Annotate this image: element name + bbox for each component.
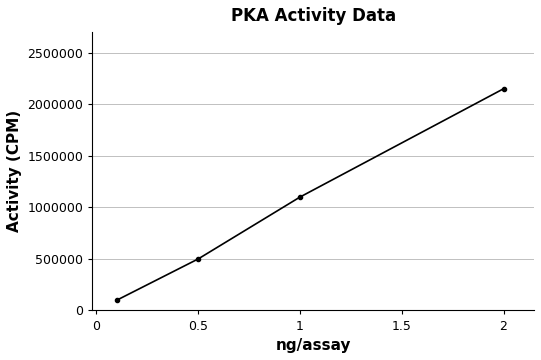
- X-axis label: ng/assay: ng/assay: [275, 338, 351, 353]
- Title: PKA Activity Data: PKA Activity Data: [230, 7, 396, 25]
- Y-axis label: Activity (CPM): Activity (CPM): [7, 110, 22, 232]
